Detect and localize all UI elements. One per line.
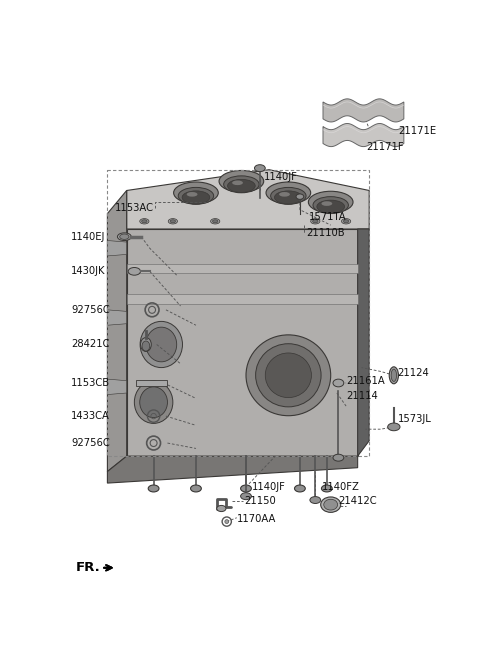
Ellipse shape xyxy=(311,219,320,224)
Polygon shape xyxy=(108,240,127,256)
Text: FR.: FR. xyxy=(76,561,101,574)
Text: 1170AA: 1170AA xyxy=(237,514,276,524)
Ellipse shape xyxy=(182,191,210,204)
Ellipse shape xyxy=(140,387,168,418)
Ellipse shape xyxy=(224,176,259,193)
Ellipse shape xyxy=(313,196,348,214)
Ellipse shape xyxy=(118,233,131,240)
Ellipse shape xyxy=(312,219,318,223)
Polygon shape xyxy=(108,456,358,483)
Polygon shape xyxy=(127,263,358,273)
Polygon shape xyxy=(108,379,127,395)
Ellipse shape xyxy=(240,485,252,492)
Ellipse shape xyxy=(146,327,177,362)
Ellipse shape xyxy=(142,341,150,351)
Text: 92756C: 92756C xyxy=(71,305,110,315)
Ellipse shape xyxy=(148,485,159,492)
Ellipse shape xyxy=(225,520,228,524)
Polygon shape xyxy=(323,99,404,122)
Text: 21114: 21114 xyxy=(346,391,378,401)
Ellipse shape xyxy=(324,499,337,510)
Text: 1140EJ: 1140EJ xyxy=(71,232,106,242)
Ellipse shape xyxy=(295,485,305,492)
Text: 1140JF: 1140JF xyxy=(264,172,298,183)
Ellipse shape xyxy=(266,182,311,204)
Ellipse shape xyxy=(213,219,218,223)
Ellipse shape xyxy=(333,454,344,461)
Ellipse shape xyxy=(232,181,243,185)
Ellipse shape xyxy=(134,381,173,423)
Text: 1153AC: 1153AC xyxy=(115,203,154,214)
Text: 1573JL: 1573JL xyxy=(398,414,432,424)
Polygon shape xyxy=(108,191,127,472)
Ellipse shape xyxy=(333,379,344,387)
Ellipse shape xyxy=(279,192,290,196)
Ellipse shape xyxy=(140,219,149,224)
Ellipse shape xyxy=(168,219,178,224)
Ellipse shape xyxy=(170,219,176,223)
Polygon shape xyxy=(136,380,167,386)
Polygon shape xyxy=(358,229,369,456)
Ellipse shape xyxy=(341,219,351,224)
Text: 1140JF: 1140JF xyxy=(252,482,286,492)
Ellipse shape xyxy=(310,497,321,503)
Text: 21150: 21150 xyxy=(244,496,276,506)
Ellipse shape xyxy=(174,182,218,204)
Ellipse shape xyxy=(391,369,396,382)
Ellipse shape xyxy=(228,179,255,193)
Ellipse shape xyxy=(388,423,400,431)
Text: 1153CB: 1153CB xyxy=(71,378,110,388)
Ellipse shape xyxy=(271,187,306,204)
Ellipse shape xyxy=(308,191,353,213)
Text: 21161A: 21161A xyxy=(346,376,385,386)
Ellipse shape xyxy=(254,165,265,171)
Ellipse shape xyxy=(246,335,331,416)
Text: 1430JK: 1430JK xyxy=(71,266,106,277)
Ellipse shape xyxy=(128,267,141,275)
Ellipse shape xyxy=(142,219,147,223)
Ellipse shape xyxy=(187,192,197,196)
Ellipse shape xyxy=(343,219,349,223)
Text: 1433CA: 1433CA xyxy=(71,411,110,421)
Ellipse shape xyxy=(120,234,129,239)
Ellipse shape xyxy=(296,194,304,199)
Ellipse shape xyxy=(240,493,252,499)
Text: 1140FZ: 1140FZ xyxy=(322,482,360,492)
Ellipse shape xyxy=(322,485,332,492)
Text: 21171E: 21171E xyxy=(398,126,437,136)
Ellipse shape xyxy=(211,219,220,224)
Ellipse shape xyxy=(389,367,398,384)
Ellipse shape xyxy=(140,321,182,367)
FancyArrowPatch shape xyxy=(104,566,111,570)
Ellipse shape xyxy=(219,170,264,192)
Ellipse shape xyxy=(178,187,214,204)
Polygon shape xyxy=(127,170,369,229)
Text: 21124: 21124 xyxy=(398,368,430,378)
Ellipse shape xyxy=(317,200,345,214)
Ellipse shape xyxy=(256,344,321,407)
Polygon shape xyxy=(127,229,358,456)
Text: 92756C: 92756C xyxy=(71,438,110,448)
Ellipse shape xyxy=(191,485,201,492)
Text: 21110B: 21110B xyxy=(306,228,345,238)
Text: 21412C: 21412C xyxy=(338,496,377,506)
Ellipse shape xyxy=(265,353,312,397)
Polygon shape xyxy=(127,294,358,304)
Polygon shape xyxy=(323,124,404,147)
Text: 21171F: 21171F xyxy=(366,142,404,152)
Polygon shape xyxy=(108,310,127,325)
Text: 1571TA: 1571TA xyxy=(309,212,347,221)
Ellipse shape xyxy=(275,191,302,204)
Ellipse shape xyxy=(321,497,341,512)
Ellipse shape xyxy=(141,338,151,351)
Ellipse shape xyxy=(322,201,332,206)
Text: 28421C: 28421C xyxy=(71,340,110,350)
Ellipse shape xyxy=(217,505,226,512)
